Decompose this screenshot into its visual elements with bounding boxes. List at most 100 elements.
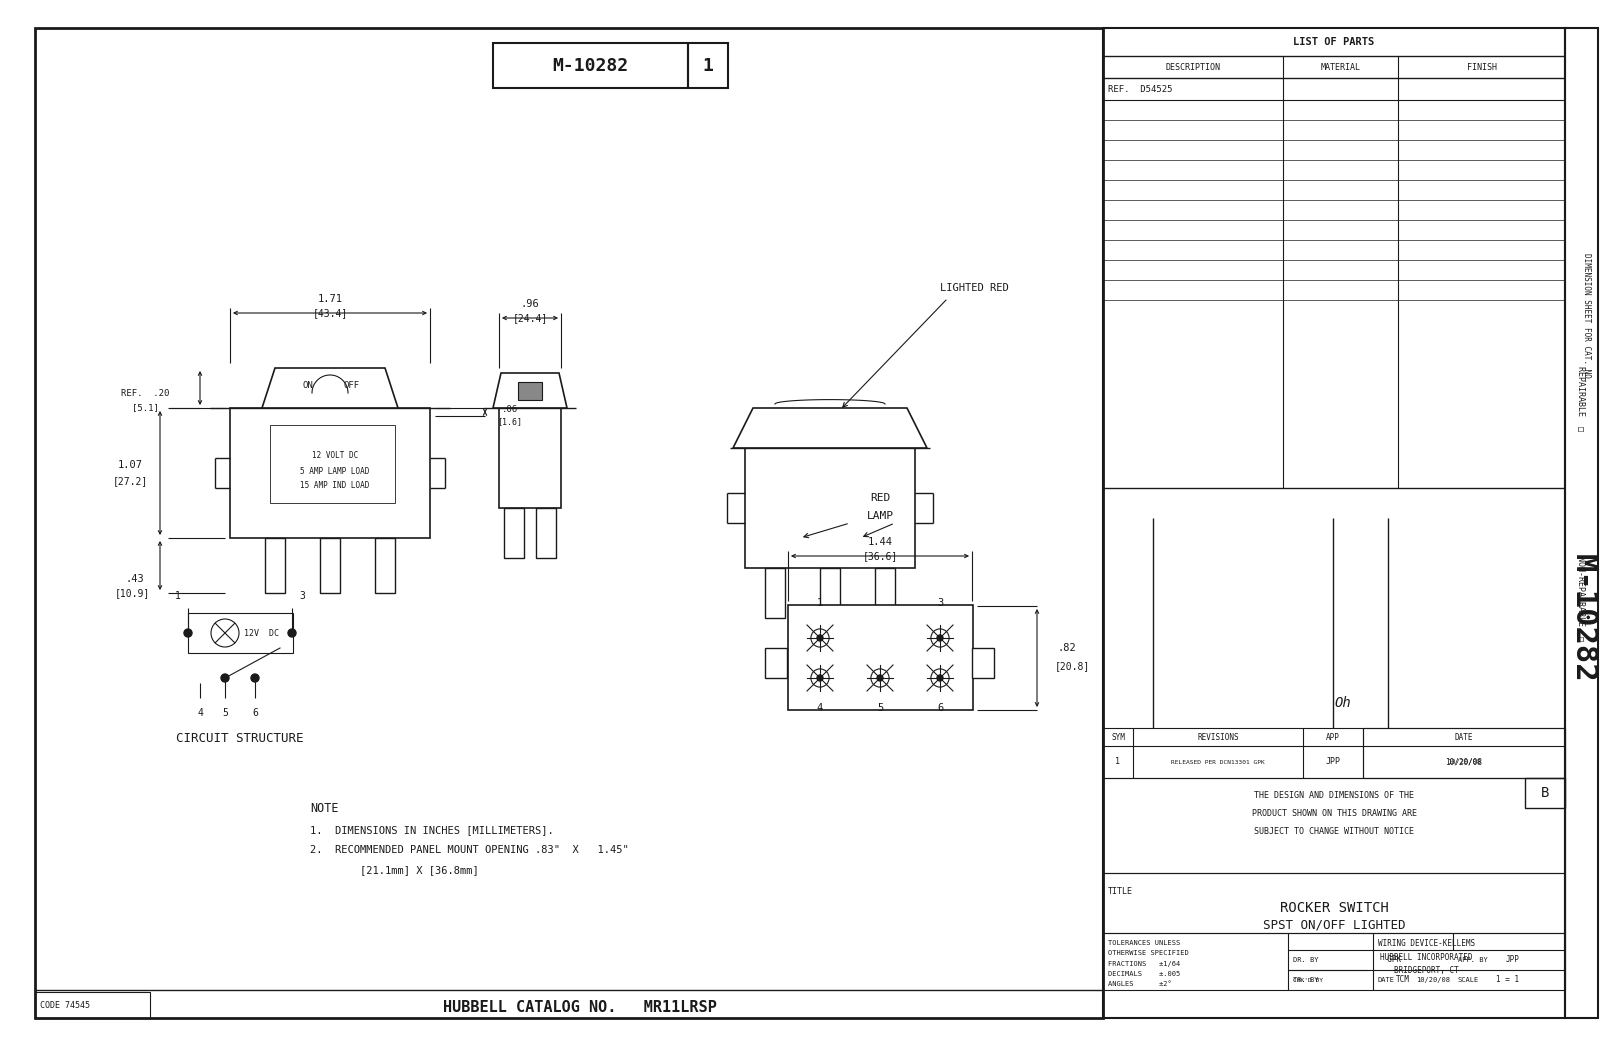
Text: SYM: SYM (1110, 733, 1125, 742)
Bar (1102, 873, 1565, 933)
Text: 5: 5 (877, 703, 883, 713)
Text: .82: .82 (1058, 643, 1077, 653)
Bar (787, 605, 973, 709)
Text: 1: 1 (1115, 758, 1120, 766)
Text: WIRING DEVICE-KELLEMS: WIRING DEVICE-KELLEMS (1378, 939, 1475, 947)
Text: OFF: OFF (344, 381, 360, 391)
Bar (504, 508, 525, 558)
Text: 3: 3 (299, 591, 306, 601)
Text: 1.  DIMENSIONS IN INCHES [MILLIMETERS].: 1. DIMENSIONS IN INCHES [MILLIMETERS]. (310, 825, 554, 835)
Text: SUBJECT TO CHANGE WITHOUT NOTICE: SUBJECT TO CHANGE WITHOUT NOTICE (1254, 828, 1414, 836)
Text: DECIMALS    ±.005: DECIMALS ±.005 (1107, 971, 1181, 977)
Bar (1102, 778, 1565, 873)
Bar (1102, 728, 1565, 778)
Text: 6: 6 (938, 703, 942, 713)
Bar (688, 43, 728, 88)
Bar (973, 648, 994, 678)
Circle shape (184, 629, 192, 637)
Circle shape (221, 674, 229, 682)
Bar (374, 538, 395, 593)
Text: FRACTIONS   ±1/64: FRACTIONS ±1/64 (1107, 961, 1181, 966)
Text: HUBBELL INCORPORATED: HUBBELL INCORPORATED (1381, 953, 1472, 961)
Bar (320, 538, 339, 593)
Text: ANGLES      ±2°: ANGLES ±2° (1107, 982, 1171, 987)
Text: M-10282: M-10282 (552, 57, 629, 75)
Text: DESCRIPTION: DESCRIPTION (1165, 63, 1221, 71)
Text: 10/20/08: 10/20/08 (1446, 759, 1482, 765)
Bar (746, 447, 915, 568)
Text: DATE: DATE (1454, 733, 1474, 742)
Text: JPP: JPP (1506, 956, 1520, 964)
Text: 10/20/08: 10/20/08 (1416, 977, 1450, 983)
Text: [27.2]: [27.2] (112, 476, 147, 486)
Bar (35, 28, 1102, 1018)
Text: M-10282: M-10282 (1568, 553, 1597, 682)
Circle shape (877, 675, 883, 681)
Text: [1.6]: [1.6] (498, 417, 523, 427)
Text: ON: ON (302, 381, 314, 391)
Bar (35, 992, 150, 1018)
Text: B: B (1541, 786, 1549, 800)
Bar (1363, 728, 1565, 778)
Text: CIRCUIT STRUCTURE: CIRCUIT STRUCTURE (176, 732, 304, 744)
Text: 4: 4 (818, 703, 822, 713)
Text: DATE: DATE (1378, 977, 1395, 983)
Text: NON-REPAIRABLE  □: NON-REPAIRABLE □ (1578, 555, 1586, 640)
Text: PRODUCT SHOWN ON THIS DRAWING ARE: PRODUCT SHOWN ON THIS DRAWING ARE (1251, 809, 1416, 818)
Text: [24.4]: [24.4] (512, 313, 547, 323)
Bar (1102, 933, 1565, 990)
Text: 1: 1 (174, 591, 181, 601)
Circle shape (938, 675, 942, 681)
Text: CHK'D BY: CHK'D BY (1293, 978, 1323, 983)
Text: 12 VOLT DC: 12 VOLT DC (312, 452, 358, 460)
Text: .06: .06 (502, 406, 518, 415)
Bar (536, 508, 557, 558)
Text: TR. BY: TR. BY (1293, 977, 1318, 983)
Text: TOLERANCES UNLESS: TOLERANCES UNLESS (1107, 940, 1181, 946)
Circle shape (818, 635, 822, 641)
Bar (819, 568, 840, 618)
Text: 15 AMP IND LOAD: 15 AMP IND LOAD (301, 481, 370, 490)
Polygon shape (733, 408, 926, 447)
Text: Oh: Oh (1334, 696, 1352, 709)
Text: [36.6]: [36.6] (862, 551, 898, 561)
Bar (270, 425, 395, 503)
Text: [5.1]: [5.1] (131, 403, 158, 413)
Text: 1: 1 (818, 598, 822, 608)
Circle shape (938, 635, 942, 641)
Polygon shape (493, 373, 566, 408)
Text: OTHERWISE SPECIFIED: OTHERWISE SPECIFIED (1107, 951, 1189, 957)
Text: HUBBELL CATALOG NO.   MR11LRSP: HUBBELL CATALOG NO. MR11LRSP (443, 1001, 717, 1016)
Bar (518, 383, 542, 400)
Bar (189, 613, 293, 653)
Text: MATERIAL: MATERIAL (1320, 63, 1360, 71)
Bar (230, 408, 430, 538)
Text: REVISIONS: REVISIONS (1197, 733, 1238, 742)
Text: 1.07: 1.07 (117, 460, 142, 470)
Text: 3: 3 (938, 598, 942, 608)
Text: BRIDGEPORT, CT: BRIDGEPORT, CT (1394, 966, 1459, 976)
Text: 5 AMP LAMP LOAD: 5 AMP LAMP LOAD (301, 466, 370, 476)
Text: ROCKER SWITCH: ROCKER SWITCH (1280, 901, 1389, 915)
Text: 4: 4 (197, 708, 203, 718)
Circle shape (818, 675, 822, 681)
Text: .96: .96 (520, 299, 539, 309)
Circle shape (288, 629, 296, 637)
Text: NOTE: NOTE (310, 802, 339, 814)
Text: [20.8]: [20.8] (1054, 661, 1090, 671)
Text: APP: APP (1326, 733, 1339, 742)
Text: [10.9]: [10.9] (114, 588, 150, 598)
Bar (266, 538, 285, 593)
Text: 1: 1 (702, 57, 714, 75)
Circle shape (251, 674, 259, 682)
Text: 1.71: 1.71 (317, 294, 342, 304)
Text: 2.  RECOMMENDED PANEL MOUNT OPENING .83"  X   1.45": 2. RECOMMENDED PANEL MOUNT OPENING .83" … (310, 845, 629, 855)
Text: DIMENSION SHEET FOR CAT. NO.: DIMENSION SHEET FOR CAT. NO. (1582, 254, 1590, 383)
Text: RED: RED (870, 493, 890, 503)
Text: LAMP: LAMP (867, 511, 893, 521)
Bar (875, 568, 894, 618)
Text: [21.1mm] X [36.8mm]: [21.1mm] X [36.8mm] (360, 865, 478, 875)
Text: .43: .43 (126, 574, 144, 584)
Polygon shape (262, 368, 398, 408)
Text: TCM: TCM (1397, 976, 1410, 984)
